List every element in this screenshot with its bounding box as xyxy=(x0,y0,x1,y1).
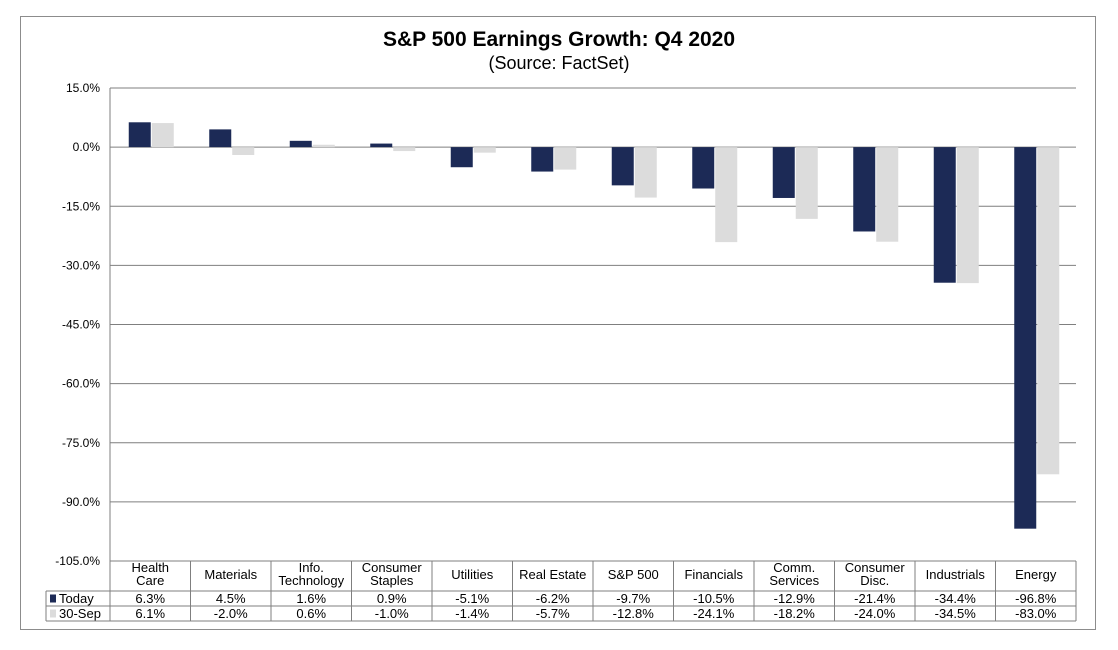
data-label: -18.2% xyxy=(774,606,816,621)
y-tick-label: 0.0% xyxy=(73,140,101,154)
data-label: -34.4% xyxy=(935,591,977,606)
data-label: -12.9% xyxy=(774,591,816,606)
bar-today xyxy=(1014,147,1037,529)
bar-30-sep xyxy=(876,147,899,242)
chart-subtitle: (Source: FactSet) xyxy=(488,53,630,73)
category-label: S&P 500 xyxy=(608,567,659,582)
category-label: Services xyxy=(769,573,819,588)
bar-30-sep xyxy=(1037,147,1060,475)
y-tick-label: -45.0% xyxy=(62,318,100,332)
bar-30-sep xyxy=(715,147,738,243)
bar-today xyxy=(531,147,554,172)
category-label: Consumer xyxy=(845,560,906,575)
data-label: 0.9% xyxy=(377,591,407,606)
category-label: Care xyxy=(136,573,164,588)
data-label: -12.8% xyxy=(613,606,655,621)
data-label: 0.6% xyxy=(296,606,326,621)
bar-30-sep xyxy=(473,147,496,153)
data-label: 6.1% xyxy=(135,606,165,621)
bar-today xyxy=(933,147,956,283)
bar-today xyxy=(209,129,232,148)
data-label: 4.5% xyxy=(216,591,246,606)
data-label: -6.2% xyxy=(536,591,570,606)
chart-frame xyxy=(20,16,1096,630)
legend-swatch xyxy=(50,609,56,618)
data-label: 6.3% xyxy=(135,591,165,606)
legend-label: Today xyxy=(59,591,94,606)
data-label: 1.6% xyxy=(296,591,326,606)
category-label: Info. xyxy=(299,560,324,575)
category-label: Health xyxy=(131,560,169,575)
data-label: -5.7% xyxy=(536,606,570,621)
category-label: Utilities xyxy=(451,567,493,582)
category-label: Materials xyxy=(204,567,257,582)
category-label: Consumer xyxy=(362,560,423,575)
category-label: Disc. xyxy=(860,573,889,588)
data-label: -1.0% xyxy=(375,606,409,621)
bar-30-sep xyxy=(634,147,657,198)
data-label: -24.1% xyxy=(693,606,735,621)
bar-today xyxy=(128,122,151,148)
bar-today xyxy=(772,147,795,198)
data-label: -83.0% xyxy=(1015,606,1057,621)
bar-today xyxy=(289,140,312,148)
y-tick-label: -30.0% xyxy=(62,258,100,272)
category-label: Energy xyxy=(1015,567,1057,582)
bar-30-sep xyxy=(151,123,174,148)
bar-30-sep xyxy=(393,147,416,152)
category-label: Staples xyxy=(370,573,414,588)
bar-30-sep xyxy=(795,147,818,219)
bar-30-sep xyxy=(956,147,979,284)
legend-label: 30-Sep xyxy=(59,606,101,621)
y-tick-label: -15.0% xyxy=(62,199,100,213)
legend-swatch xyxy=(50,594,56,603)
data-label: -9.7% xyxy=(616,591,650,606)
y-tick-label: -60.0% xyxy=(62,377,100,391)
bar-today xyxy=(853,147,876,232)
category-label: Comm. xyxy=(773,560,815,575)
data-label: -2.0% xyxy=(214,606,248,621)
category-label: Technology xyxy=(278,573,344,588)
bar-today xyxy=(450,147,473,168)
bar-30-sep xyxy=(554,147,577,170)
category-label: Real Estate xyxy=(519,567,586,582)
bar-today xyxy=(692,147,715,189)
bar-30-sep xyxy=(232,147,255,156)
y-tick-label: 15.0% xyxy=(66,81,100,95)
data-label: -5.1% xyxy=(455,591,489,606)
chart-title: S&P 500 Earnings Growth: Q4 2020 xyxy=(382,28,736,51)
category-label: Industrials xyxy=(926,567,986,582)
bar-today xyxy=(370,143,393,148)
bar-30-sep xyxy=(312,144,335,148)
data-label: -10.5% xyxy=(693,591,735,606)
bar-today xyxy=(611,147,634,186)
y-tick-label: -90.0% xyxy=(62,495,100,509)
category-label: Financials xyxy=(684,567,743,582)
data-label: -34.5% xyxy=(935,606,977,621)
y-tick-label: -75.0% xyxy=(62,436,100,450)
data-label: -1.4% xyxy=(455,606,489,621)
data-label: -96.8% xyxy=(1015,591,1057,606)
data-label: -24.0% xyxy=(854,606,896,621)
data-label: -21.4% xyxy=(854,591,896,606)
y-tick-label: -105.0% xyxy=(55,554,100,568)
